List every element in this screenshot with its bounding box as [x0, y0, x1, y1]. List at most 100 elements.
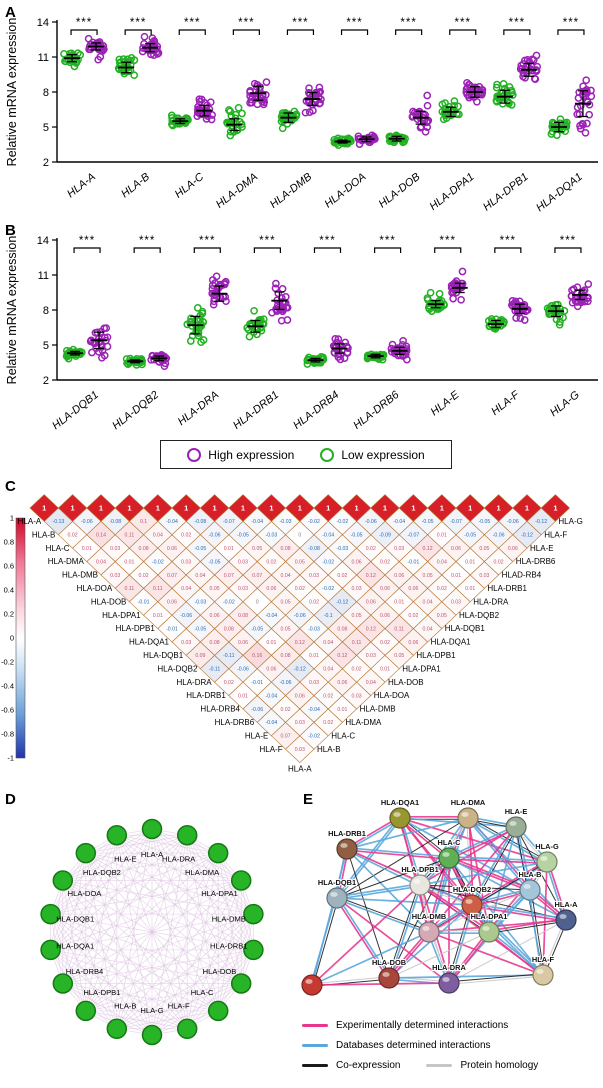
- node-label: HLA-G: [535, 842, 559, 851]
- matrix-bottom-label: HLA-A: [288, 765, 312, 774]
- corr-value: 0.05: [352, 613, 362, 619]
- interaction-edge: [336, 857, 450, 899]
- node-highlight: [330, 892, 338, 897]
- data-point: [435, 290, 444, 298]
- interaction-edge: [389, 885, 422, 979]
- data-point: [423, 294, 432, 302]
- corr-value: 0.01: [380, 667, 390, 673]
- data-point: [334, 335, 343, 343]
- corr-value: -0.06: [81, 519, 93, 525]
- significance-label: ***: [440, 235, 456, 247]
- network-edge: [85, 852, 254, 951]
- panel-e-string-network: HLA-DQA1 HLA-DMA HLA-E HLA-DRB1 HLA-C HLA-G HL…: [301, 797, 579, 996]
- matrix-left-label: HLA-C: [46, 544, 70, 553]
- interaction-edge: [346, 817, 469, 850]
- matrix-right-label: HLA-DQA1: [431, 638, 472, 647]
- interaction-edge: [472, 827, 518, 906]
- significance-bracket: [70, 29, 98, 35]
- network-edge: [85, 834, 188, 854]
- corr-value: 0.06: [508, 546, 518, 552]
- interaction-edge: [419, 861, 548, 886]
- node-highlight: [305, 979, 313, 984]
- corr-value: 0.02: [323, 720, 333, 726]
- protein-node: [378, 967, 400, 989]
- network-edge: [186, 834, 254, 915]
- corr-value: 0.12: [337, 653, 347, 659]
- corr-diagonal-value: 1: [468, 504, 472, 513]
- data-point: [115, 55, 124, 64]
- node-label: HLA-G: [140, 1006, 163, 1015]
- matrix-right-label: HLA-DOA: [374, 691, 410, 700]
- gene-axis-label: HLA-C: [173, 171, 206, 201]
- corr-value: 0.08: [210, 640, 220, 646]
- network-edge: [85, 852, 254, 915]
- corr-value: 0.08: [281, 653, 291, 659]
- data-point: [562, 121, 570, 130]
- corr-value: 0.01: [238, 693, 248, 699]
- matrix-right-label: HLA-DPB1: [416, 651, 456, 660]
- corr-value: 0.08: [224, 626, 234, 632]
- y-tick-label: 2: [43, 157, 49, 169]
- experimental-line-icon: [302, 1024, 328, 1027]
- data-point: [220, 280, 229, 289]
- significance-bracket: [554, 247, 582, 253]
- corr-value: 0.04: [366, 680, 376, 686]
- node-highlight: [382, 972, 390, 977]
- corr-value: 0.06: [266, 586, 276, 592]
- node-label: HLA-DMA: [185, 868, 220, 877]
- network-node: [230, 973, 252, 994]
- corr-value: 0.02: [309, 600, 319, 606]
- network-edge: [50, 949, 118, 1030]
- legend-item-databases: Databases determined interactions: [302, 1040, 602, 1051]
- node-highlight: [559, 914, 567, 919]
- corr-value: 0.03: [394, 546, 404, 552]
- significance-label: ***: [184, 17, 200, 29]
- data-point: [120, 69, 129, 78]
- corr-value: 0.03: [295, 720, 305, 726]
- data-point: [231, 110, 240, 119]
- corr-value: 0.06: [352, 559, 362, 565]
- data-point: [582, 76, 591, 85]
- interaction-edge: [428, 931, 544, 976]
- data-point: [65, 49, 74, 58]
- corr-diagonal-value: 1: [156, 504, 160, 513]
- corr-value: 0: [256, 600, 259, 606]
- data-point: [94, 41, 102, 49]
- network-edge: [62, 880, 188, 1030]
- corr-value: -0.06: [280, 680, 292, 686]
- gene-axis-label: HLA-DPA1: [427, 171, 476, 213]
- interaction-edge: [388, 931, 490, 979]
- corr-value: 0.02: [494, 559, 504, 565]
- interaction-edge: [387, 884, 420, 978]
- network-node: [141, 1024, 163, 1046]
- network-edge: [50, 913, 188, 1030]
- data-point: [246, 99, 254, 107]
- node-highlight: [442, 977, 450, 982]
- corr-value: -0.04: [265, 613, 277, 619]
- y-tick-label: 14: [37, 235, 49, 247]
- corr-value: -0.1: [324, 613, 333, 619]
- node-label: HLA-DRB1: [328, 829, 366, 838]
- panel-a-scatter-chart: 2 5 8 11 14 Relative mRNA expression HLA-A *** H…: [5, 17, 598, 214]
- network-edge: [151, 983, 242, 1036]
- network-node: [207, 842, 229, 864]
- y-tick-label: 8: [43, 87, 49, 99]
- corr-value: 0.02: [437, 586, 447, 592]
- corr-value: -0.01: [407, 559, 419, 565]
- node-label: HLA-A: [141, 850, 164, 859]
- corr-value: 0.01: [394, 600, 404, 606]
- corr-value: 0.03: [110, 546, 120, 552]
- data-point: [579, 120, 587, 129]
- corr-value: -0.04: [166, 519, 178, 525]
- panel-a-label: A: [5, 4, 16, 21]
- matrix-right-label: HLAD-RB4: [502, 571, 542, 580]
- corr-diagonal-value: 1: [269, 504, 273, 513]
- significance-label: ***: [560, 235, 576, 247]
- network-edge: [62, 983, 188, 1030]
- data-point: [462, 85, 471, 93]
- data-point: [94, 55, 103, 64]
- corr-value: 0.08: [139, 546, 149, 552]
- interaction-edge: [309, 897, 337, 985]
- colorbar-tick-label: 0: [10, 634, 14, 643]
- data-point: [226, 107, 235, 116]
